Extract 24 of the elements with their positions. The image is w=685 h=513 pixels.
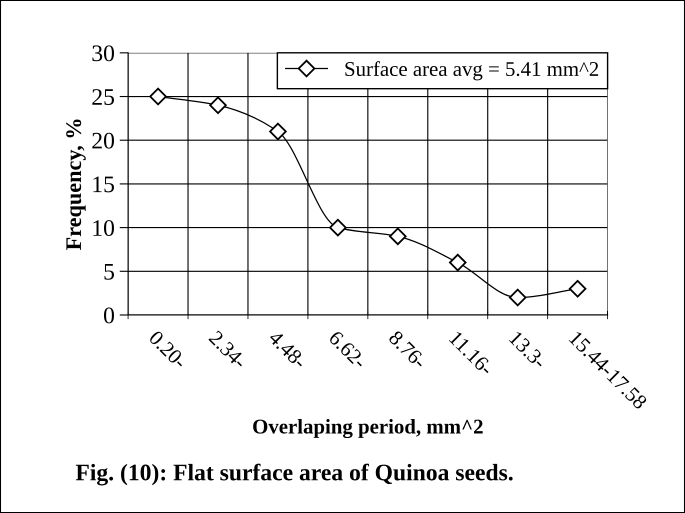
y-tick-label: 20 bbox=[92, 132, 114, 149]
text: Fig. (10): Flat surface area of Quinoa seeds. bbox=[76, 464, 513, 486]
y-tick-label: 5 bbox=[104, 264, 114, 280]
point bbox=[448, 254, 467, 272]
point bbox=[389, 228, 407, 246]
y-tick-label: 25 bbox=[92, 89, 114, 105]
x-tick-label: 4.48- bbox=[268, 330, 308, 370]
point bbox=[329, 218, 347, 236]
y-tick-label: 10 bbox=[93, 220, 114, 236]
y-tick-label: 15 bbox=[93, 176, 114, 192]
y-tick-label: 30 bbox=[92, 45, 114, 62]
x-tick-label: 13.3- bbox=[508, 330, 548, 370]
legend-label: Surface area avg = 5.41 mm^2 bbox=[345, 61, 598, 80]
y-axis-title: Frequency, % bbox=[66, 120, 86, 250]
point bbox=[568, 280, 586, 298]
x-tick-label: 6.62- bbox=[328, 330, 368, 370]
point bbox=[508, 288, 526, 306]
x-axis-title: Overlaping period, mm^2 bbox=[253, 418, 483, 438]
point bbox=[269, 122, 287, 140]
point bbox=[149, 88, 167, 106]
x-tick-label: 0.20- bbox=[148, 330, 188, 370]
point bbox=[209, 96, 227, 114]
x-tick-label: 8.76- bbox=[388, 330, 428, 370]
y-tick-label: 0 bbox=[104, 307, 114, 324]
